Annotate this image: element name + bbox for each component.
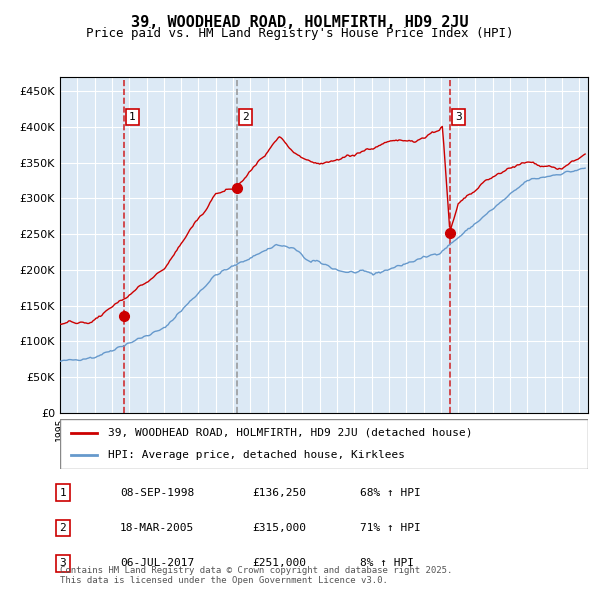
Text: 8% ↑ HPI: 8% ↑ HPI [360,559,414,568]
Text: £251,000: £251,000 [252,559,306,568]
Text: 3: 3 [455,112,461,122]
Text: HPI: Average price, detached house, Kirklees: HPI: Average price, detached house, Kirk… [107,450,404,460]
Text: 2: 2 [242,112,248,122]
Text: 18-MAR-2005: 18-MAR-2005 [120,523,194,533]
Text: 06-JUL-2017: 06-JUL-2017 [120,559,194,568]
Text: 1: 1 [59,488,67,497]
Text: £136,250: £136,250 [252,488,306,497]
Text: 68% ↑ HPI: 68% ↑ HPI [360,488,421,497]
Text: 39, WOODHEAD ROAD, HOLMFIRTH, HD9 2JU: 39, WOODHEAD ROAD, HOLMFIRTH, HD9 2JU [131,15,469,30]
Text: Price paid vs. HM Land Registry's House Price Index (HPI): Price paid vs. HM Land Registry's House … [86,27,514,40]
Text: 08-SEP-1998: 08-SEP-1998 [120,488,194,497]
Text: 39, WOODHEAD ROAD, HOLMFIRTH, HD9 2JU (detached house): 39, WOODHEAD ROAD, HOLMFIRTH, HD9 2JU (d… [107,428,472,438]
Text: Contains HM Land Registry data © Crown copyright and database right 2025.
This d: Contains HM Land Registry data © Crown c… [60,566,452,585]
FancyBboxPatch shape [60,419,588,469]
Text: 2: 2 [59,523,67,533]
Text: 71% ↑ HPI: 71% ↑ HPI [360,523,421,533]
Text: 1: 1 [129,112,136,122]
Text: 3: 3 [59,559,67,568]
Text: £315,000: £315,000 [252,523,306,533]
